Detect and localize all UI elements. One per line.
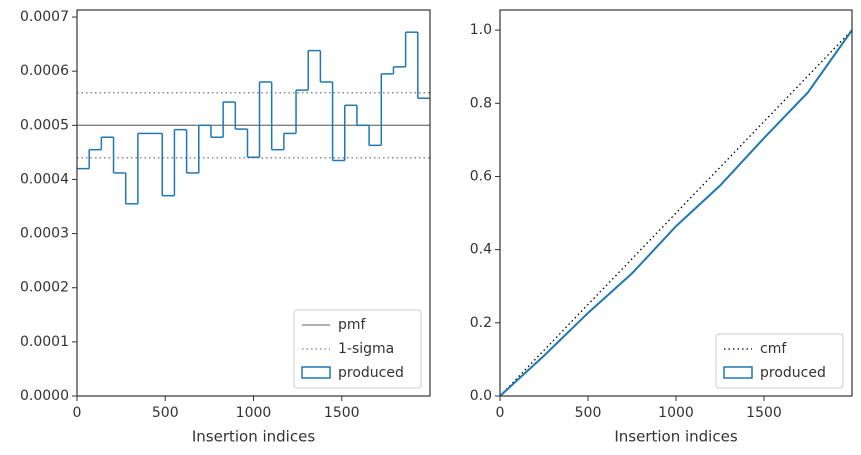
y-tick-label: 1.0: [470, 22, 492, 38]
legend-label: cmf: [760, 341, 787, 357]
x-tick-label: 1000: [236, 405, 272, 421]
y-tick-label: 0.0000: [20, 388, 69, 404]
series-line: [499, 29, 853, 397]
y-tick-label: 0.0002: [20, 280, 69, 296]
legend-label: pmf: [338, 317, 367, 333]
y-tick-label: 0.2: [470, 315, 492, 331]
legend-label: produced: [760, 365, 826, 381]
x-tick-label: 1000: [658, 405, 694, 421]
y-tick-label: 0.0004: [20, 171, 69, 187]
legend-label: produced: [338, 365, 404, 381]
legend-box: [293, 309, 422, 389]
legend-swatch: [723, 366, 753, 379]
y-tick-label: 0.8: [470, 95, 492, 111]
y-tick-label: 0.0: [470, 388, 492, 404]
axes-frame: [499, 9, 853, 397]
y-tick-label: 0.4: [470, 242, 492, 258]
legend-swatch: [301, 366, 331, 379]
axes-frame: [76, 9, 431, 397]
y-tick-label: 0.0003: [20, 226, 69, 242]
y-tick-label: 0.6: [470, 168, 492, 184]
x-tick-label: 500: [152, 405, 179, 421]
y-tick-label: 0.0006: [20, 63, 69, 79]
legend-label: 1-sigma: [338, 341, 394, 357]
x-tick-label: 500: [575, 405, 602, 421]
x-tick-label: 0: [496, 405, 505, 421]
x-tick-label: 1500: [746, 405, 782, 421]
y-tick-label: 0.0007: [20, 9, 69, 25]
x-axis-label: Insertion indices: [614, 428, 737, 446]
x-tick-label: 1500: [324, 405, 360, 421]
x-tick-label: 0: [73, 405, 82, 421]
legend-box: [715, 333, 844, 389]
y-tick-label: 0.0001: [20, 334, 69, 350]
x-axis-label: Insertion indices: [192, 428, 315, 446]
y-tick-label: 0.0005: [20, 117, 69, 133]
series-line: [499, 29, 853, 397]
